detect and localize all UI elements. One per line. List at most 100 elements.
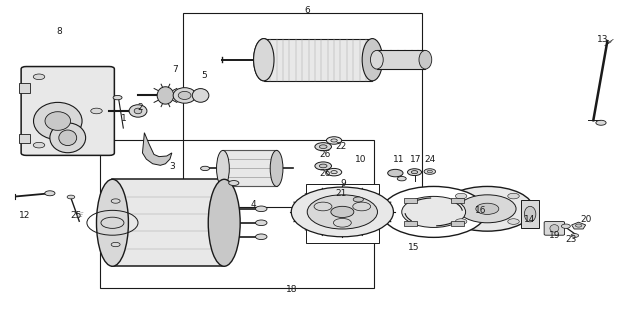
Text: 9: 9 [340, 179, 346, 188]
Text: 22: 22 [335, 142, 347, 151]
Bar [223, 150, 276, 187]
Ellipse shape [270, 150, 283, 187]
Circle shape [331, 139, 337, 142]
Text: 24: 24 [425, 155, 436, 163]
Text: 2: 2 [137, 103, 143, 112]
Text: 16: 16 [475, 206, 486, 215]
Circle shape [412, 171, 418, 174]
Circle shape [101, 217, 124, 228]
Circle shape [575, 224, 582, 227]
Bar [100, 140, 374, 288]
Circle shape [333, 218, 351, 227]
Circle shape [424, 169, 436, 174]
Circle shape [91, 108, 102, 114]
Circle shape [315, 162, 332, 170]
Circle shape [255, 206, 267, 212]
Ellipse shape [192, 89, 209, 102]
Circle shape [113, 95, 122, 100]
Bar [113, 179, 224, 266]
Circle shape [397, 177, 406, 181]
Ellipse shape [59, 130, 77, 146]
Text: 18: 18 [285, 285, 297, 294]
FancyBboxPatch shape [544, 222, 564, 235]
Ellipse shape [45, 112, 70, 130]
Ellipse shape [178, 91, 191, 100]
Bar [264, 39, 372, 81]
Ellipse shape [253, 39, 274, 81]
Circle shape [319, 164, 327, 168]
Text: 25: 25 [70, 211, 82, 220]
Circle shape [291, 187, 394, 237]
Text: 4: 4 [250, 200, 256, 209]
Circle shape [402, 196, 466, 227]
Circle shape [353, 197, 364, 202]
Circle shape [200, 166, 209, 171]
Text: 20: 20 [580, 215, 592, 224]
Text: 15: 15 [408, 243, 420, 252]
Ellipse shape [33, 102, 82, 140]
Circle shape [561, 224, 570, 228]
Circle shape [508, 219, 519, 224]
Polygon shape [143, 133, 172, 165]
Circle shape [456, 193, 467, 199]
Text: 12: 12 [19, 211, 31, 220]
Bar [306, 184, 380, 243]
Text: 6: 6 [305, 6, 310, 15]
Text: 5: 5 [201, 71, 207, 80]
Bar [19, 83, 30, 93]
Bar [19, 134, 30, 143]
Ellipse shape [371, 51, 383, 69]
Ellipse shape [134, 108, 142, 114]
Circle shape [408, 169, 422, 176]
Ellipse shape [208, 179, 240, 266]
Circle shape [459, 195, 516, 223]
FancyBboxPatch shape [21, 66, 115, 155]
Circle shape [456, 219, 467, 224]
Text: 10: 10 [355, 155, 366, 163]
Bar [182, 13, 422, 207]
Text: 23: 23 [565, 235, 577, 244]
Circle shape [67, 195, 75, 199]
Ellipse shape [216, 150, 229, 187]
Bar [451, 221, 463, 226]
Ellipse shape [173, 88, 196, 103]
Bar [404, 221, 417, 226]
Circle shape [45, 191, 55, 196]
Circle shape [255, 220, 267, 226]
Ellipse shape [550, 225, 559, 232]
Text: 8: 8 [56, 27, 62, 36]
Circle shape [326, 168, 342, 176]
Text: 1: 1 [121, 114, 127, 123]
Circle shape [255, 234, 267, 240]
Circle shape [319, 145, 327, 149]
Ellipse shape [97, 179, 129, 266]
Circle shape [307, 195, 378, 229]
Ellipse shape [129, 105, 147, 117]
Text: 17: 17 [410, 155, 422, 163]
Text: 3: 3 [169, 162, 175, 171]
Text: 11: 11 [393, 155, 404, 163]
Circle shape [33, 142, 45, 148]
Circle shape [326, 137, 342, 144]
Circle shape [508, 193, 519, 199]
Text: 26: 26 [319, 150, 331, 159]
Text: 13: 13 [596, 35, 608, 44]
Bar [451, 198, 463, 203]
Circle shape [314, 202, 332, 211]
Text: 7: 7 [172, 65, 178, 74]
Polygon shape [572, 222, 586, 229]
Ellipse shape [524, 206, 536, 222]
Circle shape [442, 187, 533, 231]
Text: 26: 26 [319, 168, 331, 178]
Bar [521, 200, 539, 228]
Text: 21: 21 [335, 189, 347, 198]
Circle shape [228, 181, 239, 186]
Circle shape [331, 206, 354, 217]
Text: 14: 14 [524, 215, 535, 224]
Circle shape [388, 169, 403, 177]
Circle shape [571, 234, 579, 237]
Circle shape [353, 202, 371, 211]
Circle shape [428, 170, 433, 173]
Text: 19: 19 [549, 231, 561, 240]
Bar [377, 51, 426, 69]
